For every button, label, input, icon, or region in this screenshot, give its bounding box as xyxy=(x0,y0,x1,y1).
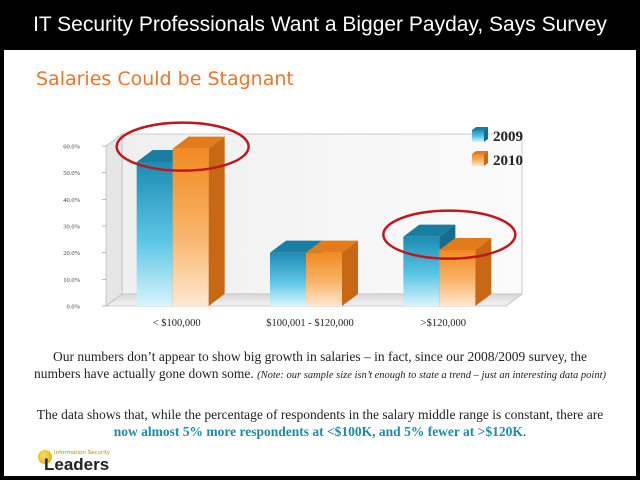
logo-big-text: Leaders xyxy=(44,455,110,474)
paragraph-2-highlight: now almost 5% more respondents at <$100K… xyxy=(113,424,523,439)
paragraph-1-note: (Note: our sample size isn’t enough to s… xyxy=(257,370,606,381)
y-axis-ticks: 0.0% 10.0% 20.0% 30.0% 40.0% 50.0% 60.0% xyxy=(63,144,106,311)
paragraph-2-start: The data shows that, while the percentag… xyxy=(36,407,604,422)
legend-swatch-side-2009 xyxy=(484,127,488,142)
paragraph-2-end: . xyxy=(522,424,527,439)
chart-side-wall xyxy=(105,133,123,307)
bar-2009-top xyxy=(403,224,456,237)
y-tick-label: 50.0% xyxy=(63,170,80,177)
page-title: IT Security Professionals Want a Bigger … xyxy=(0,0,640,50)
x-axis-labels: < $100,000 $100,001 - $120,000 >$120,000 xyxy=(153,318,466,329)
y-tick-label: 0.0% xyxy=(66,304,80,311)
highlight-circle xyxy=(115,121,250,172)
bar-2009-front xyxy=(136,162,173,306)
logo-small-text: Information Security xyxy=(54,450,111,456)
bar-chart: 0.0% 10.0% 20.0% 30.0% 40.0% 50.0% 60.0% < $10… xyxy=(63,121,524,329)
legend-swatch-side-2010 xyxy=(484,151,488,166)
x-category-label: $100,001 - $120,000 xyxy=(266,318,354,329)
legend-swatch-top-2009 xyxy=(472,127,488,130)
logo-globe-icon xyxy=(38,450,52,464)
bar-2010-top xyxy=(439,238,492,250)
bar-2009-top xyxy=(270,240,322,253)
slide-panel: Salaries Could be Stagnant xyxy=(4,50,636,476)
paragraph-1-text: Our numbers don’t appear to show big gro… xyxy=(34,349,587,381)
chart-bars xyxy=(136,136,492,306)
paragraph-1: Our numbers don’t appear to show big gro… xyxy=(34,348,606,384)
y-tick-label: 60.0% xyxy=(63,144,80,151)
y-tick-label: 10.0% xyxy=(63,277,80,284)
highlight-circles xyxy=(115,121,517,260)
legend-swatch-2010 xyxy=(472,154,484,166)
highlight-circle xyxy=(382,209,517,260)
bar-2009-front xyxy=(270,252,306,306)
chart-legend: 2009 2010 xyxy=(472,127,523,169)
legend-label-2010: 2010 xyxy=(493,153,523,169)
x-category-label: >$120,000 xyxy=(421,318,466,329)
bar-2010-front xyxy=(172,148,209,306)
slide-subtitle: Salaries Could be Stagnant xyxy=(36,68,294,90)
bar-2010-side xyxy=(208,136,225,306)
y-tick-label: 30.0% xyxy=(63,224,80,231)
bar-2010-top xyxy=(306,240,358,253)
y-tick-label: 40.0% xyxy=(63,197,80,204)
legend-swatch-top-2010 xyxy=(472,151,488,154)
bar-2010-top xyxy=(172,136,225,149)
bar-2010-front xyxy=(306,252,342,306)
bar-2010-side xyxy=(342,240,358,306)
bar-2009-front xyxy=(403,236,440,306)
legend-label-2009: 2009 xyxy=(493,129,523,145)
paragraph-2: The data shows that, while the percentag… xyxy=(34,406,606,440)
x-category-label: < $100,000 xyxy=(153,318,201,329)
y-tick-label: 20.0% xyxy=(63,250,80,257)
legend-swatch-2009 xyxy=(472,130,484,142)
